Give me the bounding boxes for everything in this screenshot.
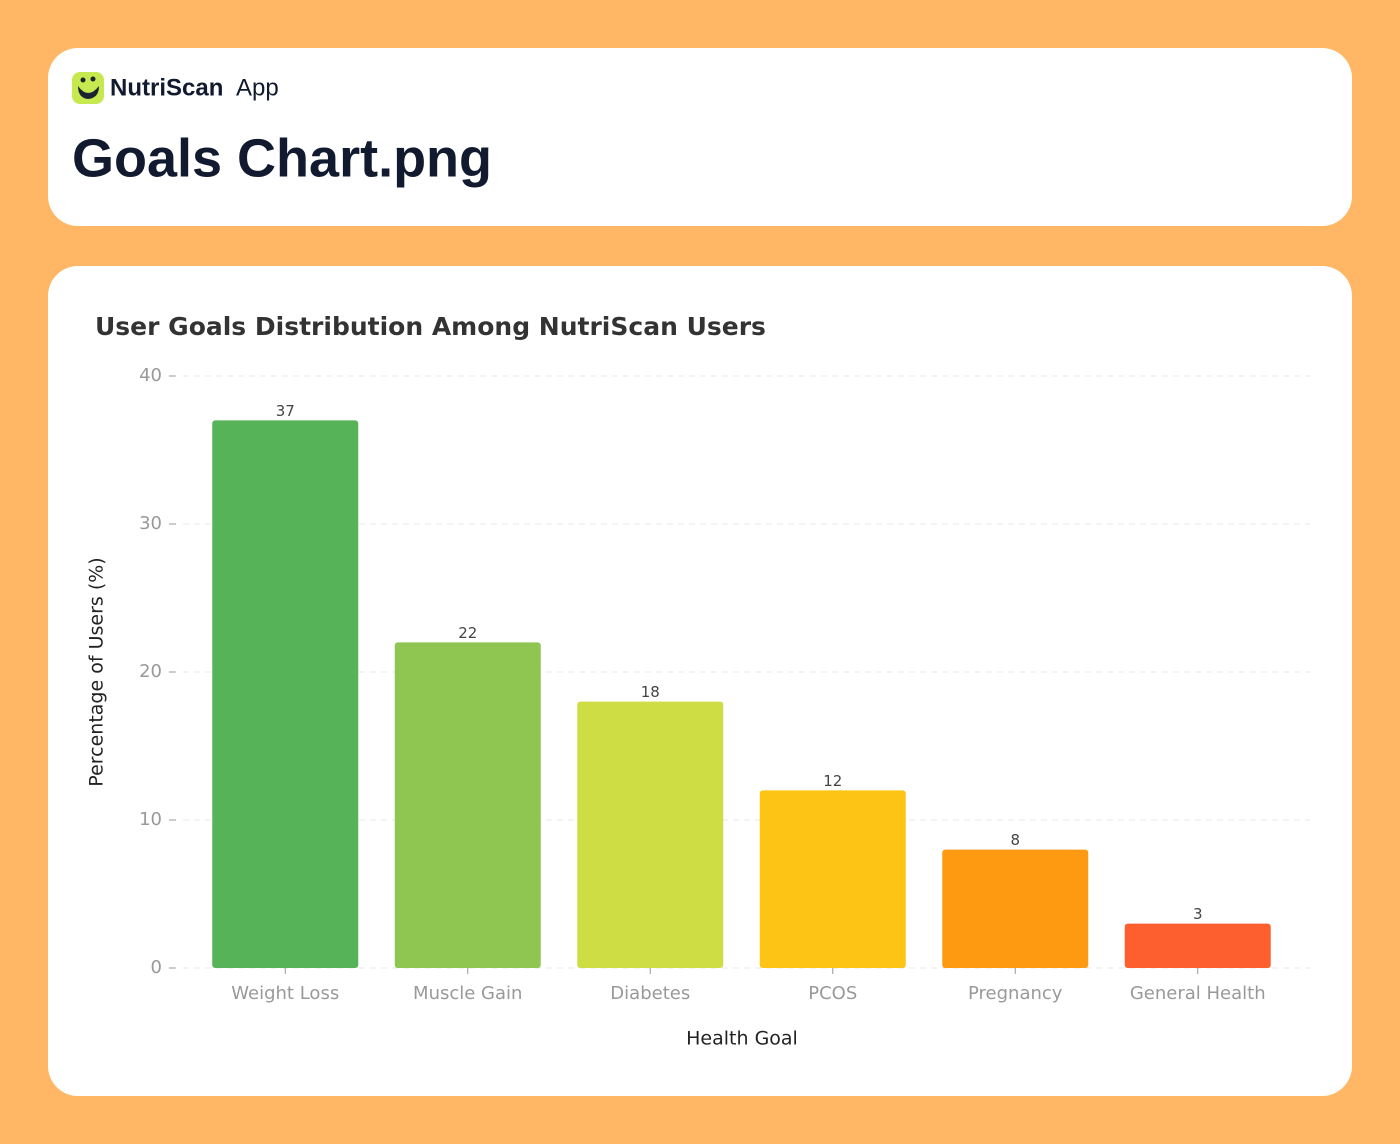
header-card bbox=[48, 48, 1352, 226]
data-label: 22 bbox=[458, 624, 477, 642]
x-tick-label: General Health bbox=[1130, 983, 1266, 1004]
x-tick-label: Weight Loss bbox=[231, 983, 339, 1004]
y-tick-label: 30 bbox=[139, 513, 162, 534]
y-tick-label: 0 bbox=[151, 957, 162, 978]
y-tick-label: 40 bbox=[139, 365, 162, 386]
page-title: Goals Chart.png bbox=[72, 128, 492, 188]
x-tick-label: PCOS bbox=[808, 983, 857, 1004]
y-tick-label: 20 bbox=[139, 661, 162, 682]
brand-suffix: App bbox=[236, 74, 279, 101]
x-axis-label: Health Goal bbox=[686, 1028, 798, 1050]
data-label: 12 bbox=[823, 772, 842, 790]
bar bbox=[394, 642, 541, 968]
x-tick-label: Diabetes bbox=[610, 983, 690, 1004]
bar bbox=[212, 420, 359, 968]
data-label: 18 bbox=[641, 683, 660, 701]
x-tick-label: Pregnancy bbox=[968, 983, 1063, 1004]
y-tick-label: 10 bbox=[139, 809, 162, 830]
y-axis-label: Percentage of Users (%) bbox=[86, 557, 108, 786]
bar bbox=[577, 701, 724, 968]
chart-title: User Goals Distribution Among NutriScan … bbox=[95, 312, 766, 341]
app-logo bbox=[72, 72, 104, 104]
bar bbox=[759, 790, 906, 968]
brand-name: NutriScan bbox=[110, 74, 223, 101]
bar bbox=[942, 849, 1089, 968]
data-label: 37 bbox=[276, 402, 295, 420]
data-label: 8 bbox=[1010, 831, 1020, 849]
bar bbox=[1124, 923, 1271, 968]
x-tick-label: Muscle Gain bbox=[413, 983, 522, 1004]
data-label: 3 bbox=[1193, 905, 1203, 923]
